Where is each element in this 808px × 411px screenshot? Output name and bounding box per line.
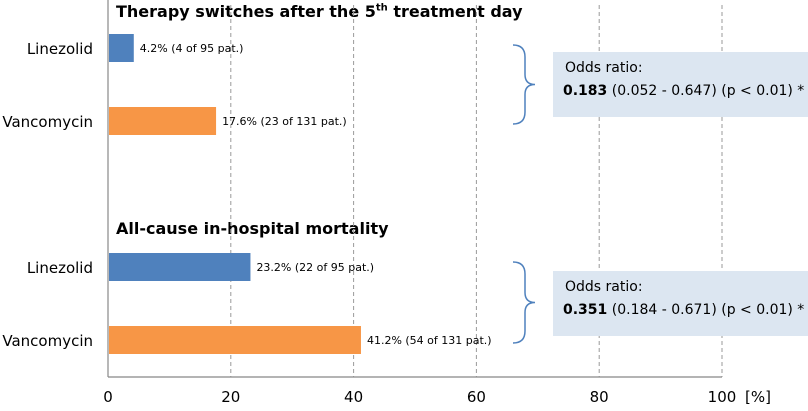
x-tick-label-100: 100 [708,388,737,406]
category-label-vancomycin: Vancomycin [2,332,93,350]
bar-linezolid [109,253,251,281]
brace-panel-2 [512,261,536,344]
odds-ratio-box-1: Odds ratio: 0.183 (0.052 - 0.647) (p < 0… [553,52,808,117]
odds-ratio-detail-1: (0.052 - 0.647) (p < 0.01) * [607,83,805,99]
bar-linezolid [109,34,134,62]
data-label-linezolid: 4.2% (4 of 95 pat.) [140,42,244,55]
odds-ratio-label-1: Odds ratio: [565,60,643,76]
x-tick-label-20: 20 [221,388,240,406]
x-tick-label-40: 40 [344,388,363,406]
odds-ratio-label-2: Odds ratio: [565,279,643,295]
category-label-vancomycin: Vancomycin [2,113,93,131]
x-tick-label-80: 80 [590,388,609,406]
x-tick-label-60: 60 [467,388,486,406]
odds-ratio-value-2: 0.351 [563,302,608,318]
panel-1-title: Therapy switches after the 5th treatment… [116,2,523,21]
bar-vancomycin [109,326,361,354]
x-tick-label-0: 0 [103,388,113,406]
data-label-vancomycin: 41.2% (54 of 131 pat.) [367,334,492,347]
data-label-vancomycin: 17.6% (23 of 131 pat.) [222,115,347,128]
data-label-linezolid: 23.2% (22 of 95 pat.) [256,261,374,274]
category-label-linezolid: Linezolid [27,40,93,58]
x-axis-unit: [%] [745,388,771,406]
brace-panel-1 [512,44,536,125]
bar-vancomycin [109,107,217,135]
category-label-linezolid: Linezolid [27,259,93,277]
odds-ratio-box-2: Odds ratio: 0.351 (0.184 - 0.671) (p < 0… [553,271,808,336]
odds-ratio-value-1: 0.183 [563,83,608,99]
odds-ratio-detail-2: (0.184 - 0.671) (p < 0.01) * [607,302,805,318]
panel-2-title: All-cause in-hospital mortality [116,219,389,238]
